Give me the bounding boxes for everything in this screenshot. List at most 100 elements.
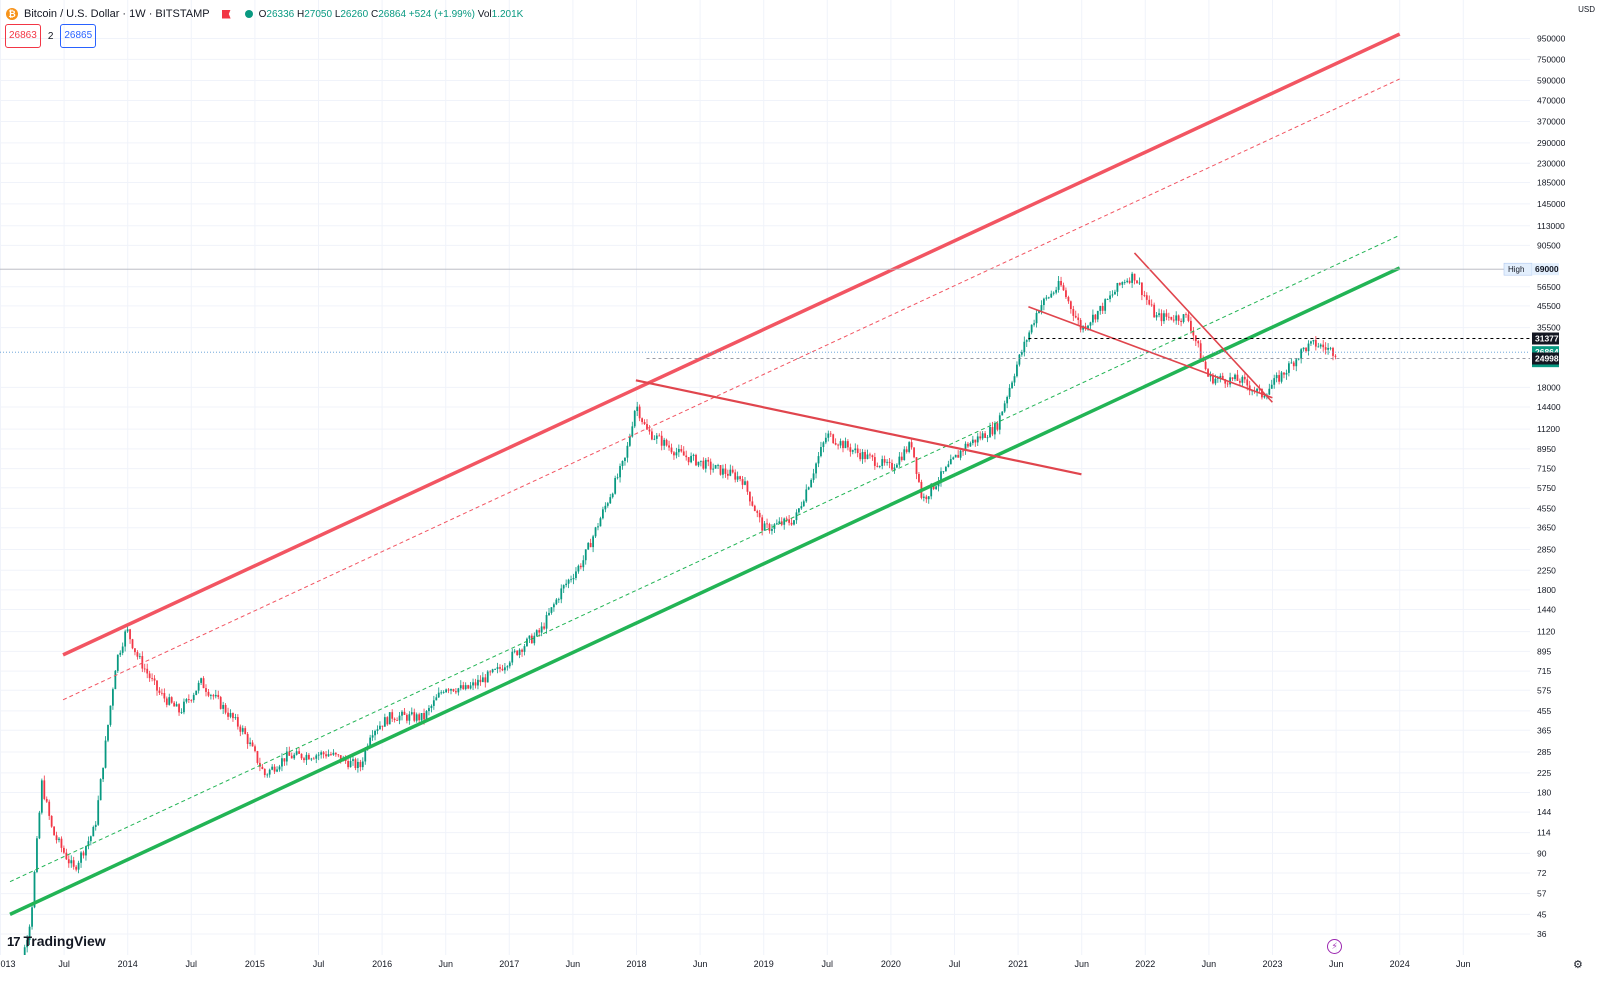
symbol-title[interactable]: Bitcoin / U.S. Dollar · 1W · BITSTAMP (24, 8, 210, 20)
candle-body (161, 692, 163, 694)
time-tick-label: Jul (313, 959, 325, 969)
time-tick-label: 2015 (245, 959, 265, 969)
candle-body (807, 487, 810, 490)
candle-body (964, 443, 967, 452)
upper-channel (62, 32, 1401, 657)
candle-body (734, 472, 737, 480)
candle-body (241, 728, 244, 732)
candle-body (731, 469, 734, 473)
buy-button[interactable]: 26865 (60, 24, 97, 48)
ohlc-values: O26336 H27050 L26260 C26864 +524 (+1.99%… (258, 8, 524, 20)
candle-body (665, 439, 668, 446)
candle-body (1234, 374, 1236, 380)
candle-body (1187, 314, 1190, 321)
candle-body (261, 766, 264, 769)
candle-body (962, 450, 964, 452)
candle-body (824, 437, 827, 443)
candle-body (38, 812, 41, 839)
candle-body (484, 677, 487, 683)
time-tick-label: Jun (566, 959, 581, 969)
bitcoin-icon: ₿ (6, 8, 18, 20)
price-tick-label: 90 (1537, 848, 1547, 858)
candle-body (224, 704, 227, 713)
grid (0, 0, 1530, 958)
price-tick-label: 470000 (1537, 95, 1566, 105)
candle-body (170, 697, 173, 703)
candle-body (1329, 347, 1332, 349)
candle-body (1074, 315, 1077, 318)
candle-body (1248, 385, 1251, 391)
candle-body (1116, 282, 1119, 292)
candle-body (518, 649, 521, 656)
candle-body (415, 714, 418, 721)
candle-body (778, 521, 781, 524)
time-tick-label: 2022 (1135, 959, 1155, 969)
candle-body (827, 433, 830, 438)
lightning-icon[interactable]: ⚡ (1327, 939, 1342, 954)
candle-body (677, 449, 680, 453)
candle-body (545, 615, 548, 629)
time-tick-label: Jun (1329, 959, 1344, 969)
candle-body (469, 685, 472, 689)
candle-body (1141, 282, 1143, 296)
time-tick-label: Jul (186, 959, 198, 969)
candle-body (229, 713, 232, 717)
flag-icon[interactable] (221, 9, 231, 19)
candle-body (60, 838, 63, 848)
candle-body (979, 436, 982, 439)
candle-body (1126, 280, 1129, 283)
candle-body (459, 685, 462, 689)
candle-body (398, 715, 401, 721)
price-tick-label: 114 (1537, 828, 1551, 838)
candle-body (259, 762, 261, 767)
candle-body (92, 826, 95, 837)
candle-body (185, 699, 188, 702)
candle-body (913, 447, 915, 458)
candle-body (1182, 314, 1185, 322)
candle-body (432, 700, 435, 706)
candle-body (1104, 299, 1107, 311)
sell-button[interactable]: 26863 (5, 24, 41, 48)
candle-body (283, 758, 286, 762)
candle-body (513, 650, 516, 652)
price-tick-label: 575 (1537, 685, 1551, 695)
candle-body (562, 585, 565, 589)
tradingview-logo[interactable]: 17 TradingView (7, 933, 106, 949)
candle-body (986, 437, 989, 439)
candle-body (1006, 396, 1009, 404)
candle-body (864, 452, 866, 459)
candle-body (406, 714, 408, 721)
candle-body (1241, 376, 1244, 383)
currency-label[interactable]: USD (1578, 5, 1595, 14)
candle-body (136, 652, 139, 657)
candle-body (565, 583, 568, 586)
candle-body (72, 860, 75, 867)
time-axis-bg (0, 955, 1611, 998)
candle-body (886, 461, 888, 463)
candle-body (587, 542, 590, 550)
market-status-icon[interactable] (244, 10, 253, 18)
candle-body (349, 760, 352, 768)
candle-body (1236, 374, 1239, 381)
candle-body (222, 704, 225, 709)
candle-body (1047, 297, 1050, 299)
price-tick-label: 35500 (1537, 323, 1561, 333)
candle-body (305, 754, 308, 761)
candle-body (308, 754, 310, 760)
price-axis: 36 45 57 72 90 114 144 180 225 285 365 455 575 715 895… (1503, 0, 1611, 998)
candle-body (112, 689, 114, 706)
candle-body (971, 439, 974, 444)
settings-gear-icon[interactable]: ⚙ (1573, 959, 1583, 971)
candle-body (192, 694, 195, 701)
candle-body (146, 668, 149, 674)
candle-body (1300, 349, 1303, 359)
candle-body (1008, 387, 1011, 397)
candle-body (1060, 280, 1062, 286)
candle-body (749, 491, 751, 502)
candle-body (572, 577, 575, 580)
candle-body (256, 751, 259, 763)
candle-body (303, 758, 305, 761)
candle-body (1150, 304, 1153, 306)
candle-body (143, 668, 146, 670)
